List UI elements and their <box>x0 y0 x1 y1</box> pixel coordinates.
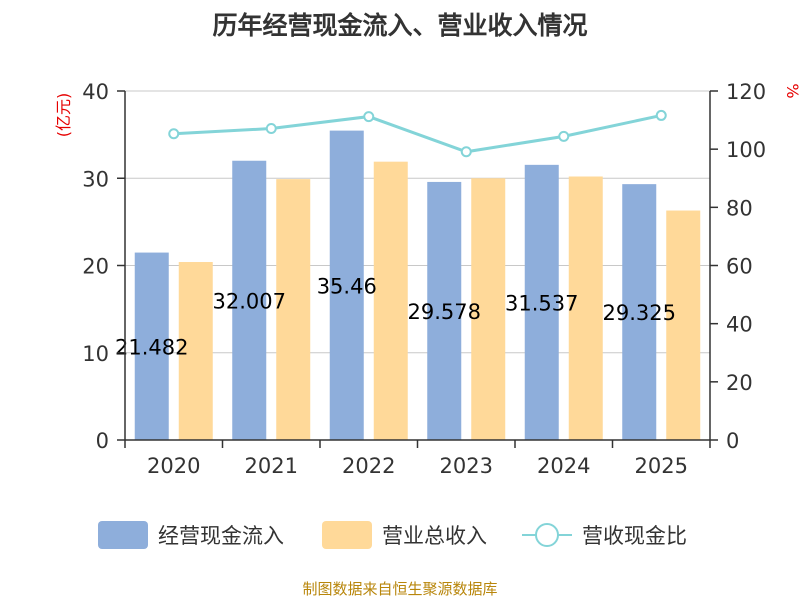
y-left-tick-label: 30 <box>82 167 109 191</box>
y-right-tick-label: 0 <box>726 429 739 453</box>
legend-label-cash-inflow: 经营现金流入 <box>158 524 284 548</box>
ratio-point <box>460 146 472 158</box>
ratio-point <box>363 111 375 123</box>
legend-label-revenue: 营业总收入 <box>382 524 487 548</box>
data-label: 21.482 <box>115 335 188 359</box>
bar-series <box>134 130 701 441</box>
bar-revenue <box>178 262 213 440</box>
bar-cash-inflow <box>524 164 559 441</box>
y-right-tick-label: 40 <box>726 313 753 337</box>
y-right-tick-label: 80 <box>726 196 753 220</box>
ratio-point <box>265 123 277 135</box>
ratio-point <box>655 109 667 121</box>
data-label: 35.46 <box>317 274 377 298</box>
x-tick-label: 2023 <box>440 454 493 478</box>
legend-swatch-cash-inflow <box>98 521 148 549</box>
data-labels: 21.482 32.007 35.46 29.578 31.537 29.325 <box>115 274 676 359</box>
data-label: 29.578 <box>408 300 481 324</box>
x-tick-label: 2024 <box>537 454 590 478</box>
bar-revenue <box>373 161 408 441</box>
bar-cash-inflow <box>427 181 462 440</box>
y-right-tick-label: 20 <box>726 371 753 395</box>
axes: 0 10 20 30 40 0 20 40 60 80 100 120 2020 2021 2022 2023… <box>54 80 800 478</box>
y-right-tick-label: 100 <box>726 138 766 162</box>
legend-item-revenue[interactable]: 营业总收入 <box>322 518 487 552</box>
x-tick-label: 2020 <box>147 454 200 478</box>
y-left-tick-label: 20 <box>82 255 109 279</box>
ratio-line <box>173 113 662 154</box>
bar-revenue <box>471 178 506 440</box>
y-left-tick-label: 0 <box>96 429 109 453</box>
y-right-unit-label: % <box>783 83 800 98</box>
legend: 经营现金流入 营业总收入 营收现金比 <box>0 518 800 552</box>
grid-lines <box>125 90 710 354</box>
data-label: 31.537 <box>505 291 578 315</box>
legend-item-cash-inflow[interactable]: 经营现金流入 <box>98 518 284 552</box>
line-series <box>168 109 667 158</box>
x-tick-label: 2022 <box>342 454 395 478</box>
data-label: 29.325 <box>603 301 676 325</box>
x-tick-label: 2025 <box>635 454 688 478</box>
y-left-unit-label: (亿元) <box>54 93 73 138</box>
bar-revenue <box>568 176 603 440</box>
legend-swatch-revenue <box>322 521 372 549</box>
y-right-tick-label: 120 <box>726 80 766 104</box>
data-label: 32.007 <box>213 289 286 313</box>
x-tick-label: 2021 <box>245 454 298 478</box>
bar-revenue <box>276 179 311 440</box>
legend-item-ratio[interactable]: 营收现金比 <box>522 518 687 552</box>
y-right-tick-label: 60 <box>726 255 753 279</box>
ratio-point <box>168 128 180 140</box>
bar-cash-inflow <box>622 184 657 440</box>
legend-label-ratio: 营收现金比 <box>582 524 687 548</box>
legend-swatch-ratio <box>522 521 572 549</box>
source-note: 制图数据来自恒生聚源数据库 <box>302 580 498 598</box>
bar-cash-inflow <box>329 130 364 440</box>
y-left-tick-label: 10 <box>82 342 109 366</box>
ratio-point <box>558 130 570 142</box>
bar-revenue <box>666 210 701 440</box>
chart-title: 历年经营现金流入、营业收入情况 <box>212 11 588 40</box>
bar-cash-inflow <box>134 252 169 440</box>
bar-cash-inflow <box>232 160 267 440</box>
y-left-tick-label: 40 <box>82 80 109 104</box>
